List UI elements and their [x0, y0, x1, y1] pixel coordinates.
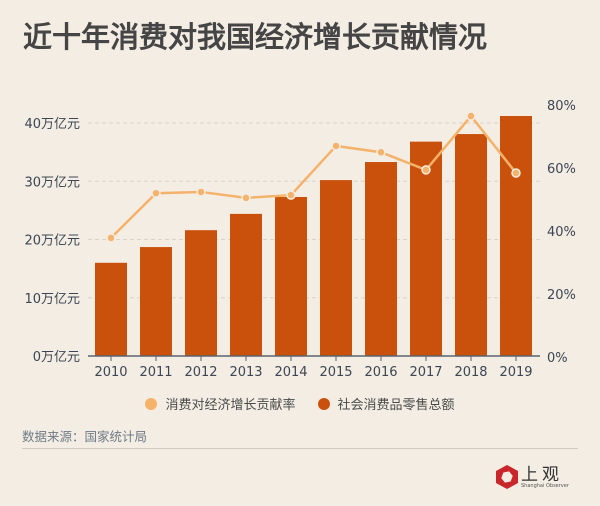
x-axis-labels: 2010 2011 2012 2013 2014 2015 2016 2017 2018 2019 — [94, 365, 532, 380]
y-right-tick-label: 0% — [547, 351, 568, 366]
x-tick-label: 2017 — [409, 365, 442, 380]
chart-title: 近十年消费对我国经济增长贡献情况 — [23, 20, 488, 54]
bar-2015[interactable] — [320, 180, 352, 356]
bar-2017[interactable] — [410, 141, 442, 356]
bar-2014[interactable] — [275, 196, 307, 356]
x-tick-label: 2013 — [229, 365, 262, 380]
legend-label-bar: 社会消费品零售总额 — [337, 398, 455, 413]
line-point-2017[interactable] — [421, 165, 431, 175]
y-left-tick-label: 40万亿元 — [24, 117, 80, 132]
logo-text-en: Shanghai Observer — [521, 483, 569, 489]
x-tick-label: 2010 — [94, 365, 127, 380]
line-path — [110, 114, 517, 239]
y-right-tick-label: 20% — [547, 288, 576, 303]
data-source: 数据来源：国家统计局 — [22, 429, 148, 444]
line-point-2016[interactable] — [376, 147, 386, 157]
bar-2018[interactable] — [455, 134, 487, 356]
legend-dot-bar-icon — [317, 397, 330, 410]
y-left-tick-label: 30万亿元 — [24, 175, 80, 190]
x-tick-label: 2012 — [184, 365, 217, 380]
bar-2016[interactable] — [365, 162, 397, 356]
legend-item-bar[interactable]: 社会消费品零售总额 — [317, 394, 455, 413]
y-right-tick-label: 40% — [547, 225, 576, 240]
logo: 上观 Shanghai Observer — [495, 460, 585, 496]
bar-2013[interactable] — [230, 213, 262, 356]
y-left-tick-label: 20万亿元 — [24, 234, 80, 249]
bars — [95, 116, 532, 356]
legend: 消费对经济增长贡献率 社会消费品零售总额 — [0, 394, 600, 413]
x-tick-label: 2019 — [499, 365, 532, 380]
x-tick-label: 2015 — [319, 365, 352, 380]
hexagon-logo-icon — [496, 465, 518, 489]
legend-dot-line-icon — [145, 397, 158, 410]
x-tick-label: 2011 — [139, 365, 172, 380]
x-tick-label: 2014 — [274, 365, 307, 380]
y-right-tick-label: 80% — [547, 99, 576, 114]
x-axis — [88, 355, 540, 361]
logo-text-cn: 上观 — [521, 465, 563, 485]
bar-2012[interactable] — [185, 230, 217, 356]
y-axis-left: 0万亿元 10万亿元 20万亿元 30万亿元 40万亿元 — [24, 117, 80, 365]
y-axis-right: 0% 20% 40% 60% 80% — [547, 99, 576, 366]
line-point-2018[interactable] — [466, 111, 476, 121]
line-point-2012[interactable] — [196, 187, 206, 197]
contribution-line — [106, 111, 521, 243]
y-left-tick-label: 10万亿元 — [24, 292, 80, 307]
line-point-2015[interactable] — [331, 141, 341, 151]
line-point-2019[interactable] — [511, 168, 521, 178]
line-point-2013[interactable] — [241, 193, 251, 203]
line-point-2010[interactable] — [106, 233, 116, 243]
line-point-2014[interactable] — [286, 190, 296, 200]
bar-2019[interactable] — [500, 116, 532, 356]
divider — [22, 448, 578, 449]
line-point-2011[interactable] — [151, 188, 161, 198]
bar-2011[interactable] — [140, 247, 172, 356]
y-left-tick-label: 0万亿元 — [33, 350, 80, 365]
x-tick-label: 2018 — [454, 365, 487, 380]
x-tick-label: 2016 — [364, 365, 397, 380]
legend-item-line[interactable]: 消费对经济增长贡献率 — [145, 394, 296, 413]
y-right-tick-label: 60% — [547, 162, 576, 177]
bar-2010[interactable] — [95, 262, 127, 356]
gridlines — [88, 122, 540, 299]
legend-label-line: 消费对经济增长贡献率 — [165, 398, 296, 413]
